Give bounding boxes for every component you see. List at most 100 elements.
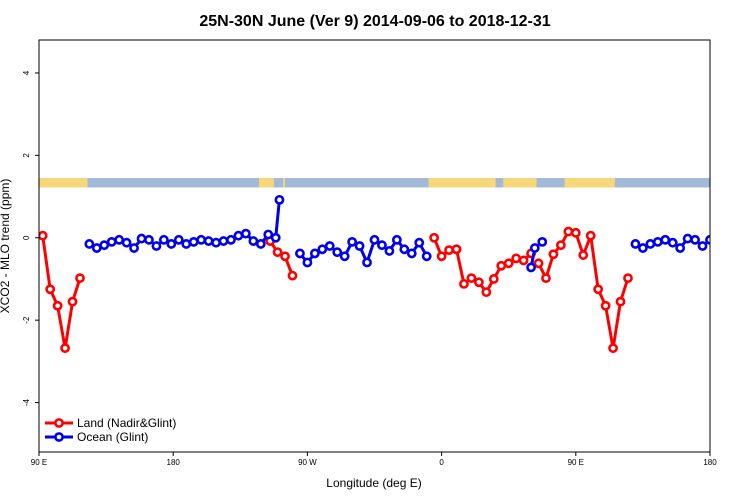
series-0-point-3-8 [511,253,522,264]
series-1-point-3-9 [697,241,708,251]
series-1-point-1-6 [339,251,350,262]
series-0-point-4-8 [593,284,604,295]
series-1-point-1-0 [295,248,305,259]
legend-marker-1 [54,432,64,442]
legend-marker-0 [54,418,64,428]
series-0-point-4-0 [533,258,544,269]
series-1-point-0-5 [121,237,132,248]
series-1-point-1-10 [369,234,380,245]
series-1-point-0-3 [106,236,117,247]
y-axis-label: XCO2 - MLO trend (ppm) [0,179,12,314]
series-1-point-0-17 [211,237,221,248]
legend-label-1: Ocean (Glint) [77,430,148,444]
chart-title: 25N-30N June (Ver 9) 2014-09-06 to 2018-… [199,13,550,30]
x-axis-label: Longitude (deg E) [326,476,421,490]
plot-frame [38,39,711,453]
series-1-point-0-15 [196,234,207,245]
series-1-point-0-16 [203,236,214,246]
series-0-point-4-4 [563,226,574,237]
series-1-point-0-19 [226,234,236,245]
series-1-point-0-1 [91,243,102,253]
series-0-point-0-5 [75,273,85,284]
series-1-point-1-9 [362,257,372,268]
series-1-point-1-11 [377,240,387,251]
land-band-1 [258,178,274,188]
series-1-point-0-21 [240,228,251,239]
y-tick-label-1: 2 [22,153,31,158]
series-1-point-1-14 [399,244,410,255]
series-1-point-1-2 [309,248,320,259]
series-0-point-1-2 [280,251,290,262]
series-layer [39,194,721,354]
series-0-point-4-6 [578,250,589,260]
series-1-point-0-18 [218,236,229,246]
series-0-point-0-0 [39,230,48,241]
series-0-point-3-9 [518,255,529,266]
series-1-point-1-8 [354,241,365,251]
series-1 [84,194,721,273]
x-tick-label-5: 180 [703,458,717,467]
series-0-point-3-4 [481,287,492,298]
series-1-point-0-10 [158,234,169,245]
series-0-point-2-2 [444,245,454,256]
series-0-point-3-2 [466,273,477,284]
ocean-band [39,178,710,188]
series-1-point-3-0 [630,239,641,249]
series-0-point-3-7 [503,258,514,269]
x-axis: 90 E 180 90 W 0 90 E 180 [31,452,717,467]
x-tick-label-4: 90 E [568,458,584,467]
series-1-point-1-12 [384,246,395,256]
series-1-point-0-11 [166,239,177,249]
series-0-point-3-3 [473,277,484,288]
series-0-point-4-2 [548,249,559,260]
series-0-point-4-10 [608,343,618,354]
series-1-point-0-22 [248,236,259,246]
series-1-point-0-26 [274,194,285,205]
series-1-point-0-23 [255,239,266,249]
series-0-point-4-9 [600,300,611,311]
x-tick-label-0: 90 E [31,458,47,467]
series-0-point-3-6 [496,260,507,271]
land-band-3 [428,178,496,188]
series-1-point-0-20 [233,230,244,241]
y-tick-label-3: -2 [22,316,31,324]
land-band-5 [564,178,615,188]
series-1-point-3-4 [660,234,671,245]
series-1-point-1-7 [347,236,358,247]
land-ocean-strip [39,178,710,188]
series-1-point-3-2 [645,239,656,249]
y-tick-label-0: 4 [22,70,31,75]
series-1-point-0-0 [84,239,95,249]
series-1-point-1-13 [391,234,402,245]
series-1-point-0-14 [188,236,199,247]
land-band-0 [39,178,88,188]
series-1-point-3-8 [690,234,700,245]
series-0-point-0-4 [67,296,78,307]
series-0-point-0-2 [52,300,63,311]
series-1-point-1-3 [317,244,328,255]
x-tick-label-2: 90 W [298,458,317,467]
series-1-point-0-2 [99,240,110,251]
series-1-point-3-11 [714,240,721,247]
series-1-point-0-12 [173,234,184,245]
series-0-point-4-7 [585,230,596,241]
series-0-line-4 [537,230,630,350]
series-0-point-3-0 [451,244,462,255]
y-axis: 4 2 0 -2 -4 [22,70,39,406]
series-0-point-4-1 [541,273,551,284]
series-1-point-2-0 [526,262,536,273]
land-band-2 [283,178,286,188]
series-1-point-0-6 [129,243,139,253]
series-0-point-4-11 [615,296,626,307]
land-band-4 [503,178,537,188]
series-1-point-1-16 [414,237,425,248]
series-1-point-1-17 [421,251,432,262]
series-0-point-3-1 [459,279,469,289]
series-1-point-1-4 [324,241,335,251]
legend-label-0: Land (Nadir&Glint) [77,416,176,430]
series-0-point-0-1 [45,284,56,295]
series-1-point-2-2 [537,236,548,247]
series-1-point-0-8 [144,234,154,245]
series-0-point-4-12 [623,273,633,284]
